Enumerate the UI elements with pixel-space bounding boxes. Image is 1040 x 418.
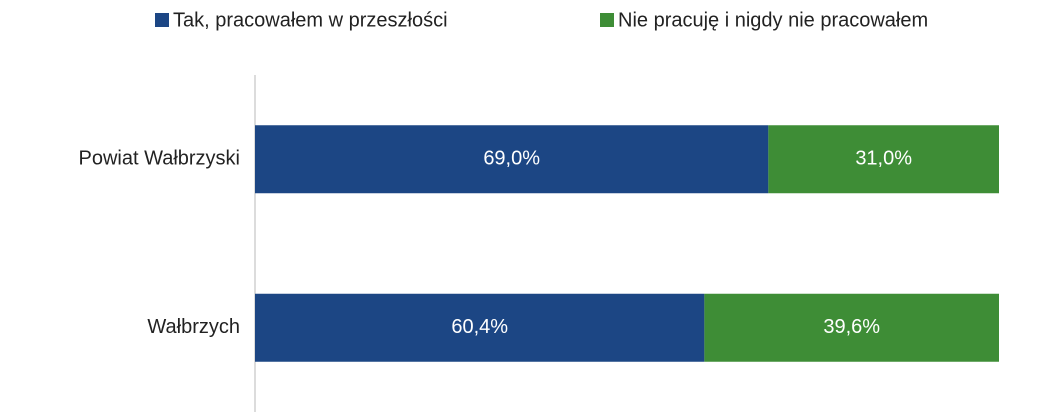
legend-label: Tak, pracowałem w przeszłości [173, 9, 448, 31]
category-label: Wałbrzych [147, 316, 240, 338]
value-label: 60,4% [451, 316, 508, 338]
value-label: 39,6% [823, 316, 880, 338]
legend-label: Nie pracuję i nigdy nie pracowałem [618, 9, 928, 31]
bar-segment [768, 125, 999, 194]
category-label: Powiat Wałbrzyski [78, 148, 240, 170]
value-label: 31,0% [855, 148, 912, 170]
legend-swatch [600, 13, 614, 27]
bar-segment [704, 293, 999, 362]
legend-swatch [155, 13, 169, 27]
bar-segment [255, 125, 769, 194]
bar-segment [255, 293, 705, 362]
value-label: 69,0% [483, 148, 540, 170]
